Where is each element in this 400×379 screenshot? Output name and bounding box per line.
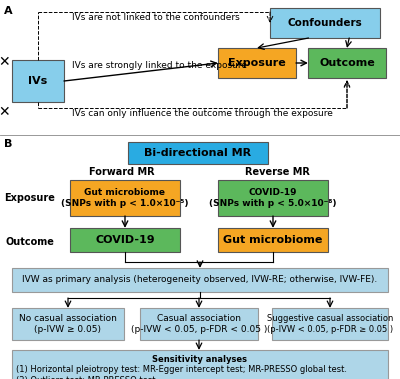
Text: Gut microbiome
(SNPs with p < 1.0×10⁻⁵): Gut microbiome (SNPs with p < 1.0×10⁻⁵) xyxy=(61,188,189,208)
Text: Outcome: Outcome xyxy=(319,58,375,68)
FancyBboxPatch shape xyxy=(12,268,388,292)
FancyBboxPatch shape xyxy=(308,48,386,78)
Text: COVID-19
(SNPs with p < 5.0×10⁻⁸): COVID-19 (SNPs with p < 5.0×10⁻⁸) xyxy=(209,188,337,208)
Text: ✕: ✕ xyxy=(0,105,10,119)
Text: IVW as primary analysis (heterogeneity observed, IVW-RE; otherwise, IVW-FE).: IVW as primary analysis (heterogeneity o… xyxy=(22,276,378,285)
Text: IVs can only influence the outcome through the exposure: IVs can only influence the outcome throu… xyxy=(72,108,333,117)
Text: Reverse MR: Reverse MR xyxy=(244,167,310,177)
FancyBboxPatch shape xyxy=(70,180,180,216)
Text: Suggestive casual association
(p-IVW < 0.05, p-FDR ≥ 0.05 ): Suggestive casual association (p-IVW < 0… xyxy=(267,314,393,334)
Text: Sensitivity analyses: Sensitivity analyses xyxy=(152,354,248,363)
Text: No casual association
(p-IVW ≥ 0.05): No casual association (p-IVW ≥ 0.05) xyxy=(19,314,117,334)
FancyBboxPatch shape xyxy=(272,308,388,340)
FancyBboxPatch shape xyxy=(218,228,328,252)
Text: B: B xyxy=(4,139,12,149)
FancyBboxPatch shape xyxy=(140,308,258,340)
FancyBboxPatch shape xyxy=(12,60,64,102)
Text: (1) Horizontal pleiotropy test: MR-Egger intercept test; MR-PRESSO global test.: (1) Horizontal pleiotropy test: MR-Egger… xyxy=(16,365,347,373)
Text: ✕: ✕ xyxy=(0,55,10,69)
Text: Casual association
(p-IVW < 0.05, p-FDR < 0.05 ): Casual association (p-IVW < 0.05, p-FDR … xyxy=(131,314,267,334)
FancyBboxPatch shape xyxy=(218,180,328,216)
Text: A: A xyxy=(4,6,13,16)
Text: (2) Outliers test: MR-PRESSO test.: (2) Outliers test: MR-PRESSO test. xyxy=(16,376,158,379)
FancyBboxPatch shape xyxy=(12,308,124,340)
Text: IVs are strongly linked to the exposure: IVs are strongly linked to the exposure xyxy=(72,61,247,69)
Text: Outcome: Outcome xyxy=(6,237,54,247)
Text: COVID-19: COVID-19 xyxy=(95,235,155,245)
FancyBboxPatch shape xyxy=(218,48,296,78)
Text: Forward MR: Forward MR xyxy=(89,167,155,177)
Text: IVs are not linked to the confounders: IVs are not linked to the confounders xyxy=(72,14,240,22)
FancyBboxPatch shape xyxy=(12,350,388,379)
Text: IVs: IVs xyxy=(28,76,48,86)
FancyBboxPatch shape xyxy=(70,228,180,252)
Text: Bi-directional MR: Bi-directional MR xyxy=(144,148,252,158)
Text: Gut microbiome: Gut microbiome xyxy=(223,235,323,245)
Text: Confounders: Confounders xyxy=(288,18,362,28)
Text: Exposure: Exposure xyxy=(4,193,56,203)
FancyBboxPatch shape xyxy=(270,8,380,38)
FancyBboxPatch shape xyxy=(128,142,268,164)
Text: Exposure: Exposure xyxy=(228,58,286,68)
